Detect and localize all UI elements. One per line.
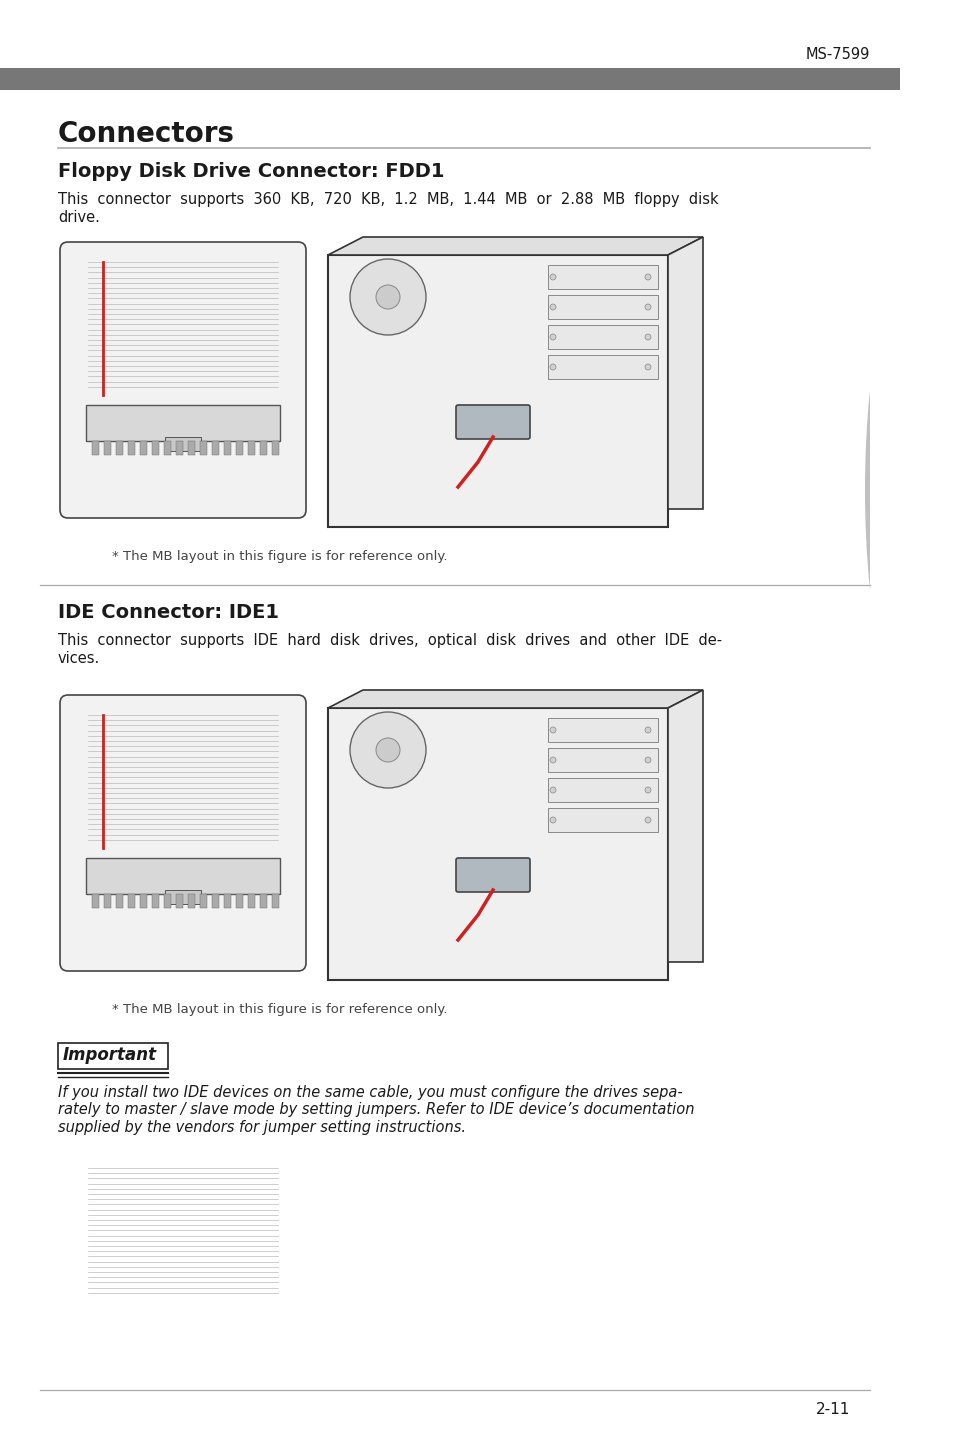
Circle shape — [644, 788, 650, 793]
Circle shape — [550, 274, 556, 281]
Bar — [128, 894, 135, 908]
Bar — [547, 717, 658, 742]
Text: * The MB layout in this figure is for reference only.: * The MB layout in this figure is for re… — [112, 1002, 447, 1015]
Bar — [175, 894, 183, 908]
Bar — [128, 441, 135, 455]
Circle shape — [550, 304, 556, 309]
Bar — [547, 355, 658, 379]
Circle shape — [550, 758, 556, 763]
Circle shape — [550, 364, 556, 369]
Text: vices.: vices. — [58, 652, 100, 666]
Bar — [165, 891, 201, 904]
Bar — [547, 325, 658, 349]
Polygon shape — [869, 200, 953, 780]
Bar — [224, 441, 231, 455]
Bar — [248, 894, 254, 908]
Circle shape — [375, 737, 399, 762]
Circle shape — [550, 818, 556, 823]
Polygon shape — [667, 690, 702, 962]
Bar — [164, 441, 171, 455]
Bar — [91, 894, 99, 908]
FancyBboxPatch shape — [456, 858, 530, 892]
Text: This  connector  supports  360  KB,  720  KB,  1.2  MB,  1.44  MB  or  2.88  MB : This connector supports 360 KB, 720 KB, … — [58, 192, 718, 208]
Bar — [175, 441, 183, 455]
Bar — [0, 67, 899, 90]
Circle shape — [550, 788, 556, 793]
Bar — [58, 684, 678, 985]
Bar — [212, 894, 219, 908]
Text: * The MB layout in this figure is for reference only.: * The MB layout in this figure is for re… — [112, 550, 447, 563]
Bar — [164, 894, 171, 908]
Bar — [272, 441, 278, 455]
Circle shape — [644, 274, 650, 281]
Bar — [547, 778, 658, 802]
Bar — [547, 265, 658, 289]
Bar — [86, 405, 280, 441]
Bar — [547, 295, 658, 319]
Bar — [140, 894, 147, 908]
Bar — [272, 894, 278, 908]
Text: This  connector  supports  IDE  hard  disk  drives,  optical  disk  drives  and : This connector supports IDE hard disk dr… — [58, 633, 721, 649]
Bar — [152, 441, 159, 455]
Bar — [260, 441, 267, 455]
FancyBboxPatch shape — [456, 405, 530, 440]
Bar — [140, 441, 147, 455]
Circle shape — [550, 727, 556, 733]
Bar — [547, 808, 658, 832]
Bar — [235, 441, 243, 455]
Polygon shape — [667, 238, 702, 508]
Bar — [224, 894, 231, 908]
Bar — [104, 894, 111, 908]
Bar — [328, 255, 667, 527]
Circle shape — [644, 304, 650, 309]
Polygon shape — [328, 690, 702, 707]
Bar — [116, 894, 123, 908]
Bar — [165, 437, 201, 451]
Bar — [200, 441, 207, 455]
Circle shape — [550, 334, 556, 339]
Bar — [91, 441, 99, 455]
Text: MS-7599: MS-7599 — [804, 47, 869, 62]
Text: Floppy Disk Drive Connector: FDD1: Floppy Disk Drive Connector: FDD1 — [58, 162, 444, 180]
Text: 2-11: 2-11 — [815, 1402, 849, 1418]
Bar — [547, 748, 658, 772]
Bar — [58, 1042, 168, 1070]
Ellipse shape — [864, 231, 953, 750]
Bar — [260, 894, 267, 908]
Circle shape — [644, 334, 650, 339]
Bar — [116, 441, 123, 455]
Bar — [235, 894, 243, 908]
Bar — [152, 894, 159, 908]
Bar — [212, 441, 219, 455]
Circle shape — [644, 758, 650, 763]
Text: Chapter 2: Chapter 2 — [906, 440, 924, 540]
Bar — [248, 441, 254, 455]
Circle shape — [644, 818, 650, 823]
Circle shape — [375, 285, 399, 309]
Circle shape — [644, 727, 650, 733]
Bar — [58, 232, 678, 533]
FancyBboxPatch shape — [60, 695, 306, 971]
Bar — [188, 894, 194, 908]
Bar — [86, 858, 280, 894]
Polygon shape — [328, 238, 702, 255]
Circle shape — [350, 259, 426, 335]
FancyBboxPatch shape — [60, 242, 306, 518]
Circle shape — [644, 364, 650, 369]
Circle shape — [350, 712, 426, 788]
Text: If you install two IDE devices on the same cable, you must configure the drives : If you install two IDE devices on the sa… — [58, 1085, 694, 1134]
Bar — [188, 441, 194, 455]
Text: drive.: drive. — [58, 211, 100, 225]
Text: IDE Connector: IDE1: IDE Connector: IDE1 — [58, 603, 278, 621]
Text: Important: Important — [63, 1045, 157, 1064]
Bar — [328, 707, 667, 979]
Bar — [104, 441, 111, 455]
Text: Connectors: Connectors — [58, 120, 234, 147]
Bar — [200, 894, 207, 908]
